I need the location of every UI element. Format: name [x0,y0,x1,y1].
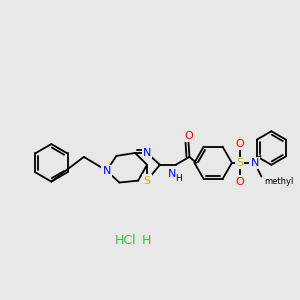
Text: S: S [143,176,151,186]
Text: N: N [143,148,151,158]
Text: O: O [184,131,193,141]
Text: H: H [141,234,151,247]
Text: methyl: methyl [264,177,294,186]
Text: O: O [236,139,244,149]
Text: N: N [102,166,111,176]
Text: S: S [236,158,243,168]
Text: H: H [175,174,182,183]
Text: N: N [250,158,259,168]
Text: N: N [167,169,176,179]
Text: O: O [236,177,244,187]
Text: HCl: HCl [115,234,136,247]
